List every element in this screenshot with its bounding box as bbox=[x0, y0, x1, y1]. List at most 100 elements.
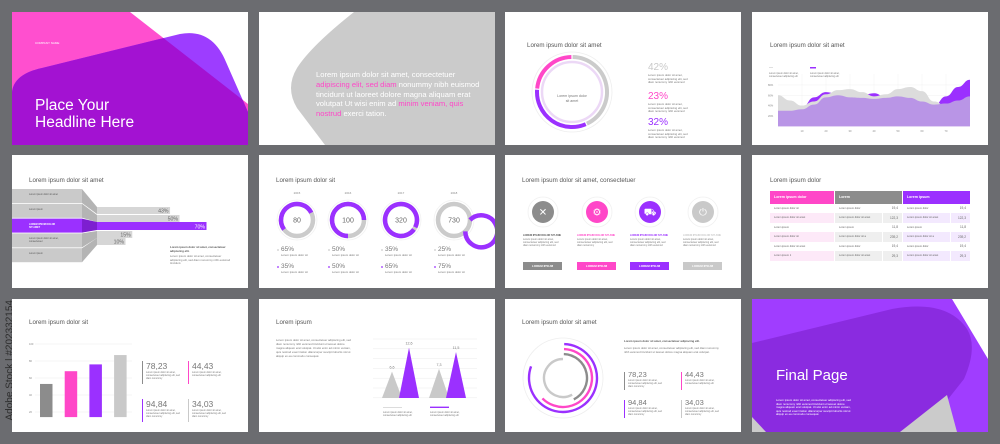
stat-description: Lorem ipsum dolor sit amet, consectetuer… bbox=[192, 409, 226, 418]
legend-text-1: Lorem ipsum dolor sit amet, consectetuer… bbox=[383, 411, 413, 417]
column-header: Lorem ipsum bbox=[902, 191, 970, 204]
bullet-dot bbox=[434, 266, 436, 268]
funnel-chart: 43% 50% 70% 15%10% bbox=[12, 189, 207, 263]
stat-accent-line bbox=[681, 372, 682, 390]
slide-yearly-donuts[interactable]: Lorem ipsum dolor sit 2015 80 2016 100 2017 3… bbox=[259, 155, 495, 288]
funnel-row-label: LOREM IPSUM DOLOR SIT AMET bbox=[29, 222, 56, 229]
table-row: Lorem ipsum 1 Lorem ipsum dolor sit amet 2… bbox=[770, 251, 970, 261]
table-cell: 122,3 bbox=[950, 213, 970, 223]
year-label: 2015 bbox=[294, 191, 301, 195]
stat-accent-line bbox=[188, 399, 189, 422]
percent-value: 75% bbox=[438, 263, 452, 270]
slide-area-chart[interactable]: Lorem ipsum dolor sit amet 20% 40% 60% 80% 1… bbox=[752, 12, 988, 145]
final-background-shapes bbox=[752, 299, 988, 432]
highlighted-text: adipiscing elit, sed diam bbox=[316, 79, 397, 89]
slide-final[interactable]: Final Page Lorem ipsum dolor sit amet, c… bbox=[752, 299, 988, 432]
stat-value: 32% bbox=[648, 117, 669, 128]
stat-description: Lorem ipsum dolor sit amet, consectetuer… bbox=[628, 407, 662, 416]
donut-value-arc bbox=[329, 201, 367, 239]
funnel-connector bbox=[82, 238, 97, 263]
stat-accent-line bbox=[142, 361, 143, 384]
funnel-block bbox=[12, 233, 82, 248]
x-tick-label: 40 bbox=[873, 129, 876, 133]
note-text: Lorem ipsum dolor sit amet, consectetuer… bbox=[170, 254, 231, 266]
slide-funnel[interactable]: Lorem ipsum dolor sit amet 43% 50% 70% 15% 1… bbox=[12, 155, 248, 288]
donut-segment bbox=[535, 55, 572, 89]
feature-label: LOREM IPSUM DOLOR SIT AME bbox=[523, 234, 562, 237]
gray-shape bbox=[291, 12, 495, 145]
funnel-bar-label: 43% bbox=[158, 209, 169, 215]
column-header: Lorem ipsum dolor bbox=[770, 191, 834, 204]
feature-label: LOREM IPSUM DOLOR SIT AME bbox=[577, 234, 616, 237]
feature-button[interactable]: LOREM IPSUM bbox=[577, 262, 616, 270]
stat-value: 34,03 bbox=[192, 399, 214, 409]
data-label: 6,6 bbox=[390, 366, 395, 370]
percent-caption: Lorem ipsum dolor sit bbox=[332, 270, 359, 274]
table-cell: Lorem ipsum dolor sit amet bbox=[835, 251, 882, 261]
legend-swatch-gray bbox=[769, 67, 773, 68]
feature-description: Lorem ipsum dolor sit amet, consectetuer… bbox=[577, 238, 613, 248]
feature-icons: ✕ ⚙ ⛟ ⏻ bbox=[527, 196, 719, 228]
table-row: Lorem ipsum dolor sit amet Lorem ipsum do… bbox=[770, 242, 970, 252]
percent-value: 35% bbox=[385, 246, 399, 253]
slide-features[interactable]: Lorem ipsum dolor sit amet, consectetuer… bbox=[505, 155, 741, 288]
table-row: Lorem ipsum Lorem ipsum 11,8 Lorem ipsum 11,… bbox=[770, 223, 970, 233]
percent-caption: Lorem ipsum dolor sit bbox=[281, 253, 308, 257]
area-series-light bbox=[778, 95, 970, 127]
slide-radial-chart[interactable]: Lorem ipsum dolor sit amet Lorem ipsum d… bbox=[505, 299, 741, 432]
table-cell: 122,3 bbox=[882, 213, 902, 223]
donut-inner-ring bbox=[540, 60, 604, 124]
table-cell: Lorem ipsum dolor sit amet bbox=[770, 213, 834, 223]
bar-chart: 20 40 60 80 100 bbox=[29, 342, 189, 422]
year-label: 2016 bbox=[345, 191, 352, 195]
table-header-row: Lorem ipsum dolor Lorem Lorem ipsum bbox=[770, 191, 970, 204]
feature-button[interactable]: LOREM IPSUM bbox=[683, 262, 722, 270]
feature-button[interactable]: LOREM IPSUM bbox=[523, 262, 562, 270]
table-row: Lorem ipsum dolor sit Lorem ipsum dolor s… bbox=[770, 232, 970, 242]
table-cell: Lorem ipsum dolor bbox=[839, 206, 861, 210]
table-cell: 239,2 bbox=[950, 232, 970, 242]
table-cell: Lorem ipsum dolor sit amet bbox=[902, 213, 950, 223]
bullet-dot bbox=[328, 249, 330, 251]
funnel-row-label: Lorem ipsum bbox=[29, 252, 43, 256]
highlighted-text: minim veniam, quis nostrud bbox=[316, 99, 464, 119]
icon-circle bbox=[639, 201, 661, 223]
icon-circle bbox=[586, 201, 608, 223]
table-cell: Lorem ipsum bbox=[906, 225, 922, 229]
x-tick-label: 20 bbox=[825, 129, 828, 133]
radial-bar-chart bbox=[522, 337, 682, 419]
legend-swatch-purple bbox=[810, 67, 816, 69]
slide-quote[interactable]: Lorem ipsum dolor sit amet, consectetuer… bbox=[259, 12, 495, 145]
x-tick-label: 70 bbox=[945, 129, 948, 133]
funnel-bar bbox=[97, 238, 126, 245]
triangle-bar bbox=[446, 352, 466, 398]
feature-label: LOREM IPSUM DOLOR SIT AME bbox=[630, 234, 669, 237]
feature-description: Lorem ipsum dolor sit amet, consectetuer… bbox=[523, 238, 559, 248]
slide-title: Lorem ipsum dolor bbox=[770, 177, 822, 184]
slide-triangle-chart[interactable]: Lorem ipsum Lorem ipsum dolor sit amet, … bbox=[259, 299, 495, 432]
slide-donut-stats[interactable]: Lorem ipsum dolor sit amet Lorem ipsum d… bbox=[505, 12, 741, 145]
table-cell: Lorem ipsum dolor sit amet bbox=[774, 244, 806, 248]
table-cell: Lorem ipsum 1 bbox=[770, 251, 834, 261]
table-cell: Lorem ipsum dolor sit a bbox=[902, 232, 950, 242]
donut-value-arc bbox=[278, 201, 314, 231]
donut-center-label: Lorem ipsum dolor sit amet bbox=[557, 94, 587, 103]
feature-description: Lorem ipsum dolor sit amet, consectetuer… bbox=[683, 238, 719, 248]
triangle-bar bbox=[382, 371, 402, 398]
year-label: 2018 bbox=[451, 191, 458, 195]
slide-table[interactable]: Lorem ipsum dolor Lorem ipsum dolor Lorem… bbox=[752, 155, 988, 288]
bullet-dot bbox=[381, 266, 383, 268]
funnel-bar-label: 10% bbox=[114, 240, 125, 246]
bullet-dot bbox=[328, 266, 330, 268]
donut-center-value: 80 bbox=[293, 218, 301, 225]
slide-bar-chart[interactable]: Lorem ipsum dolor sit 20 40 60 80 100 78,23 L… bbox=[12, 299, 248, 432]
icon-halo bbox=[581, 196, 613, 228]
percent-caption: Lorem ipsum dolor sit bbox=[438, 270, 465, 274]
slide-title[interactable]: COMPANY NAME Place Your Headline Here bbox=[12, 12, 248, 145]
funnel-row-label: Lorem ipsum bbox=[29, 207, 43, 211]
table: Lorem ipsum dolor Lorem Lorem ipsum Lorem i… bbox=[769, 191, 971, 261]
stat-value: 44,43 bbox=[192, 361, 214, 371]
feature-button[interactable]: LOREM IPSUM bbox=[630, 262, 669, 270]
bullet-dot bbox=[277, 249, 279, 251]
table-cell: Lorem ipsum dolor bbox=[906, 244, 929, 248]
